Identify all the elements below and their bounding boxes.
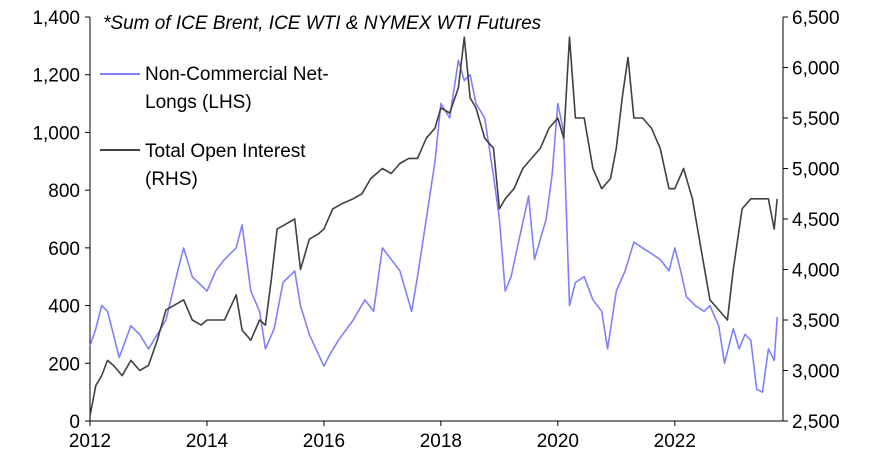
legend-label-net-longs-1: Non-Commercial Net- [145,64,329,85]
x-tick-label: 2022 [654,431,696,452]
x-tick-label: 2020 [537,431,579,452]
x-tick-label: 2016 [303,431,345,452]
x-tick-label: 2014 [186,431,229,452]
y-tick-label-right: 2,500 [792,412,840,433]
y-tick-label-left: 0 [69,412,80,433]
legend-label-net-longs-2: Longs (LHS) [145,92,252,113]
series-line-open-interest [89,36,778,417]
legend-label-open-interest-1: Total Open Interest [145,141,306,162]
y-tick-label-right: 5,500 [792,109,840,130]
y-tick-label-left: 1,200 [32,66,80,87]
y-tick-label-left: 1,400 [32,8,80,29]
y-tick-label-left: 1,000 [32,123,80,144]
y-tick-label-right: 4,000 [792,261,840,282]
y-tick-label-right: 4,500 [792,210,840,231]
legend-label-open-interest-2: (RHS) [145,169,198,190]
legend: Non-Commercial Net- Longs (LHS) Total Op… [100,64,329,190]
y-tick-label-right: 3,500 [792,311,840,332]
y-tick-label-right: 3,000 [792,362,840,383]
y-tick-label-left: 400 [48,297,80,318]
y-tick-label-left: 800 [48,181,80,202]
y-tick-label-left: 600 [48,239,80,260]
y-tick-label-left: 200 [48,354,80,375]
y-tick-label-right: 6,500 [792,8,840,29]
y-tick-label-right: 6,000 [792,59,840,80]
y-tick-label-right: 5,000 [792,160,840,181]
x-tick-label: 2012 [69,431,111,452]
chart-title: *Sum of ICE Brent, ICE WTI & NYMEX WTI F… [103,13,542,34]
x-tick-label: 2018 [420,431,462,452]
series-line-net-longs [89,59,778,393]
